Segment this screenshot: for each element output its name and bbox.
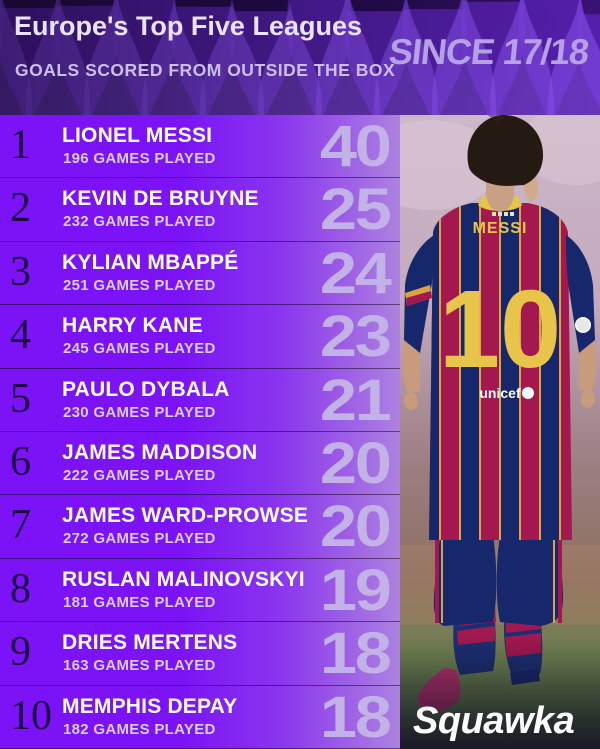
svg-text:MESSI: MESSI <box>473 220 528 237</box>
svg-text:10: 10 <box>439 268 561 391</box>
svg-text:unicef: unicef <box>479 385 521 401</box>
